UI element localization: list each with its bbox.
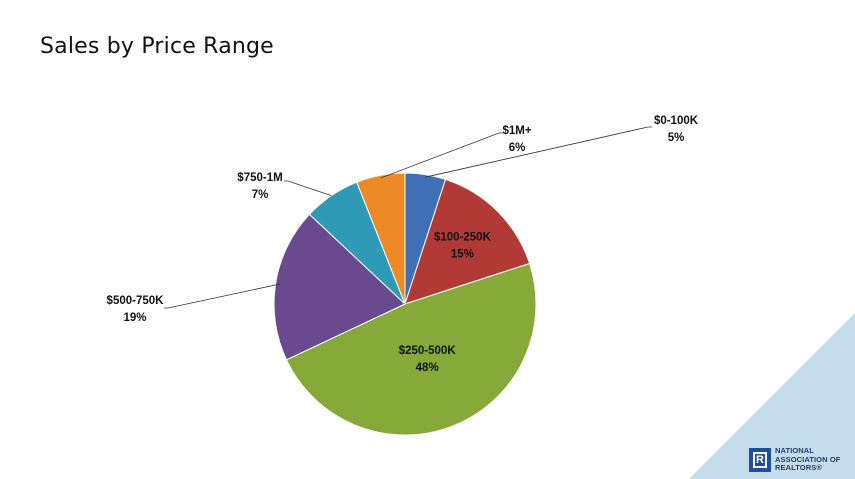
leader-line-6: [380, 132, 503, 179]
logo-line-2: ASSOCIATION OF: [775, 454, 841, 464]
slice-percent-1: 5%: [668, 132, 685, 144]
page-title: Sales by Price Range: [40, 34, 274, 59]
leader-line-4: [164, 283, 280, 309]
pie-slice-3: [285, 262, 537, 436]
logo-line-3: REALTORS®: [775, 463, 822, 473]
leader-line-5: [284, 180, 332, 197]
slice-label-5: $750-1M: [237, 172, 282, 184]
slice-label-6: $1M+: [502, 125, 531, 137]
logo-wordmark: NATIONAL ASSOCIATION OF REALTORS®: [775, 447, 840, 473]
pie-slice-6: [356, 172, 406, 305]
slice-percent-3: 48%: [416, 362, 439, 374]
logo-line-1: NATIONAL: [775, 446, 814, 456]
leader-lines: [164, 126, 652, 309]
corner-triangle: [689, 313, 855, 479]
slice-percent-2: 15%: [451, 249, 474, 261]
slice-label-4: $500-750K: [107, 295, 165, 307]
data-labels: $0-100K 5% $100-250K 15% $250-500K 48% $500-75…: [107, 115, 699, 374]
slice-label-2: $100-250K: [434, 232, 492, 244]
pie-slices: [273, 172, 537, 436]
leader-line-1: [424, 126, 652, 178]
nar-logo: R NATIONAL ASSOCIATION OF REALTORS®: [749, 447, 840, 473]
slice-percent-5: 7%: [252, 189, 269, 201]
realtor-logo-icon: R: [749, 448, 771, 472]
pie-slice-2: [404, 178, 531, 305]
slice-label-3: $250-500K: [399, 345, 457, 357]
slice-label-1: $0-100K: [654, 115, 699, 127]
pie-slice-4: [273, 213, 406, 361]
slice-percent-4: 19%: [123, 312, 146, 324]
slice-percent-6: 6%: [509, 142, 526, 154]
